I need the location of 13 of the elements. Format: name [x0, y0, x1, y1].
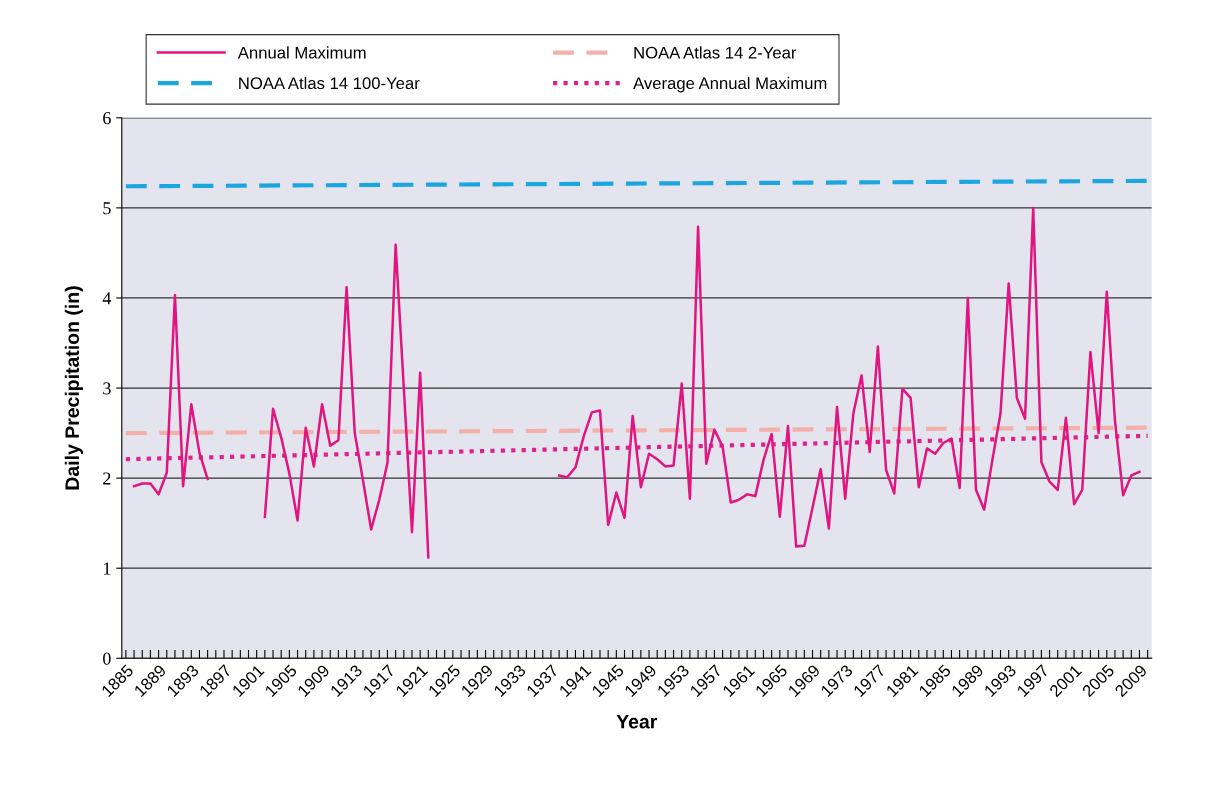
legend-label: NOAA Atlas 14 2-Year [634, 46, 797, 59]
x-axis-title: Year [616, 714, 658, 729]
legend-label: Average Annual Maximum [633, 76, 827, 93]
y-tick-label: 3 [103, 382, 111, 395]
y-tick-label: 5 [103, 202, 111, 215]
y-tick-label: 1 [103, 562, 111, 575]
y-tick-label: 4 [102, 292, 112, 305]
y-tick-label: 2 [103, 472, 111, 485]
y-axis-title: Daily Precipitation (in) [64, 286, 83, 490]
y-tick-label: 6 [103, 112, 111, 125]
legend-label: Annual Maximum [237, 46, 366, 59]
legend-label: NOAA Atlas 14 100-Year [239, 76, 420, 90]
y-tick-label: 0 [103, 652, 111, 665]
